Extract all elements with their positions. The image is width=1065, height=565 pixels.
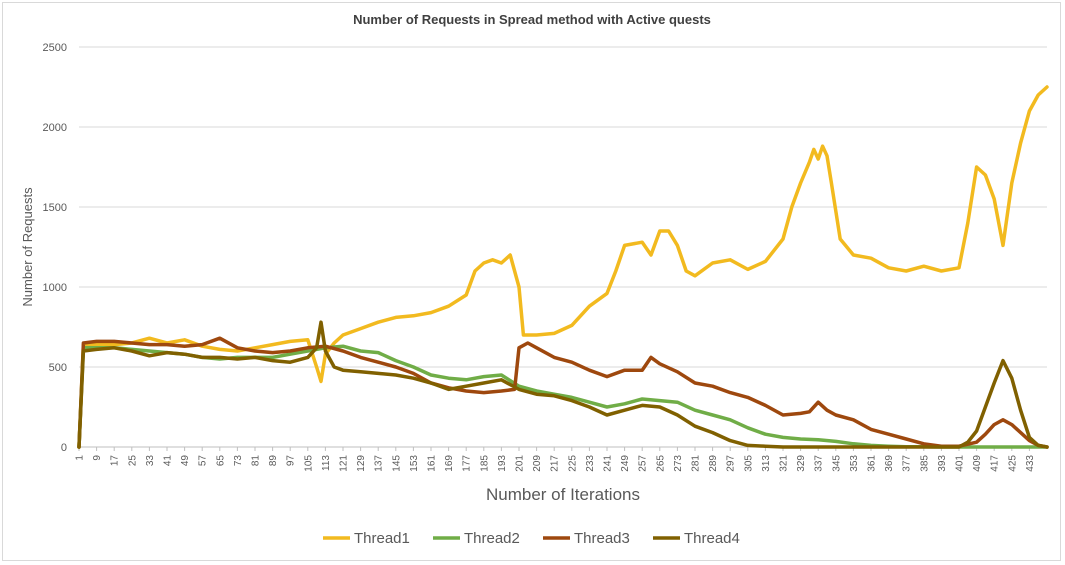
x-tick-label: 25	[127, 455, 138, 467]
x-tick-label: 81	[251, 455, 262, 467]
x-tick-label: 9	[92, 455, 103, 461]
x-tick-label: 97	[286, 455, 297, 467]
y-tick-label: 1500	[43, 202, 67, 214]
x-tick-label: 345	[831, 455, 842, 472]
y-tick-label: 0	[61, 442, 67, 454]
x-tick-label: 393	[937, 455, 948, 472]
x-tick-label: 377	[902, 455, 913, 472]
x-tick-label: 33	[145, 455, 156, 467]
x-tick-label: 185	[479, 455, 490, 472]
x-tick-label: 137	[374, 455, 385, 472]
x-tick-label: 321	[779, 455, 790, 472]
x-tick-label: 361	[867, 455, 878, 472]
x-tick-label: 313	[761, 455, 772, 472]
x-tick-label: 49	[180, 455, 191, 467]
x-tick-label: 233	[585, 455, 596, 472]
x-tick-label: 145	[391, 455, 402, 472]
chart-title: Number of Requests in Spread method with…	[353, 12, 711, 27]
x-tick-label: 113	[321, 455, 332, 471]
x-tick-label: 425	[1007, 455, 1018, 472]
x-tick-label: 289	[708, 455, 719, 472]
x-tick-label: 305	[743, 455, 754, 472]
series-line-thread4	[77, 320, 1049, 449]
gridlines	[79, 46, 1047, 448]
x-axis-ticks: 1 9 17 25 33 41 49 57 65 73 81 89 97 105 113 121 129 137 1…	[75, 447, 1036, 472]
x-tick-label: 369	[884, 455, 895, 472]
x-tick-label: 177	[462, 455, 473, 472]
x-tick-label: 17	[110, 455, 121, 467]
y-axis-ticks: 0 500 1000 1500 2000 2500	[43, 42, 67, 454]
x-tick-label: 65	[215, 455, 226, 467]
y-axis-label: Number of Requests	[20, 187, 35, 307]
x-tick-label: 57	[198, 455, 209, 467]
x-tick-label: 105	[303, 455, 314, 472]
x-tick-label: 281	[691, 455, 702, 472]
legend-label-thread2: Thread2	[464, 530, 520, 547]
series-line-thread1	[77, 85, 1049, 449]
x-tick-label: 73	[233, 455, 244, 467]
series-line-thread3	[77, 336, 1049, 449]
x-tick-label: 401	[955, 455, 966, 472]
y-tick-label: 500	[49, 362, 67, 374]
legend-label-thread3: Thread3	[574, 530, 630, 547]
x-tick-label: 417	[990, 455, 1001, 472]
series-lines	[77, 85, 1049, 449]
x-tick-label: 121	[339, 455, 350, 472]
x-tick-label: 257	[638, 455, 649, 472]
x-tick-label: 329	[796, 455, 807, 472]
x-tick-label: 41	[163, 455, 174, 467]
x-axis-label: Number of Iterations	[486, 485, 640, 504]
x-tick-label: 385	[919, 455, 930, 472]
x-tick-label: 409	[972, 455, 983, 472]
x-tick-label: 297	[726, 455, 737, 472]
x-tick-label: 209	[532, 455, 543, 472]
x-tick-label: 433	[1025, 455, 1036, 472]
x-tick-label: 249	[620, 455, 631, 472]
x-tick-label: 273	[673, 455, 684, 472]
x-tick-label: 89	[268, 455, 279, 467]
x-tick-label: 241	[603, 455, 614, 472]
y-tick-label: 2000	[43, 122, 67, 134]
legend-label-thread4: Thread4	[684, 530, 740, 547]
x-tick-label: 169	[444, 455, 455, 472]
y-tick-label: 2500	[43, 42, 67, 54]
x-tick-label: 217	[550, 455, 561, 472]
legend: Thread1 Thread2 Thread3 Thread4	[323, 530, 740, 547]
x-tick-label: 201	[515, 455, 526, 472]
y-tick-label: 1000	[43, 282, 67, 294]
x-tick-label: 1	[75, 455, 86, 461]
x-tick-label: 161	[427, 455, 438, 472]
x-tick-label: 265	[655, 455, 666, 472]
x-tick-label: 153	[409, 455, 420, 472]
x-tick-label: 225	[567, 455, 578, 472]
x-tick-label: 353	[849, 455, 860, 472]
x-tick-label: 129	[356, 455, 367, 472]
legend-label-thread1: Thread1	[354, 530, 410, 547]
x-tick-label: 337	[814, 455, 825, 472]
x-tick-label: 193	[497, 455, 508, 472]
